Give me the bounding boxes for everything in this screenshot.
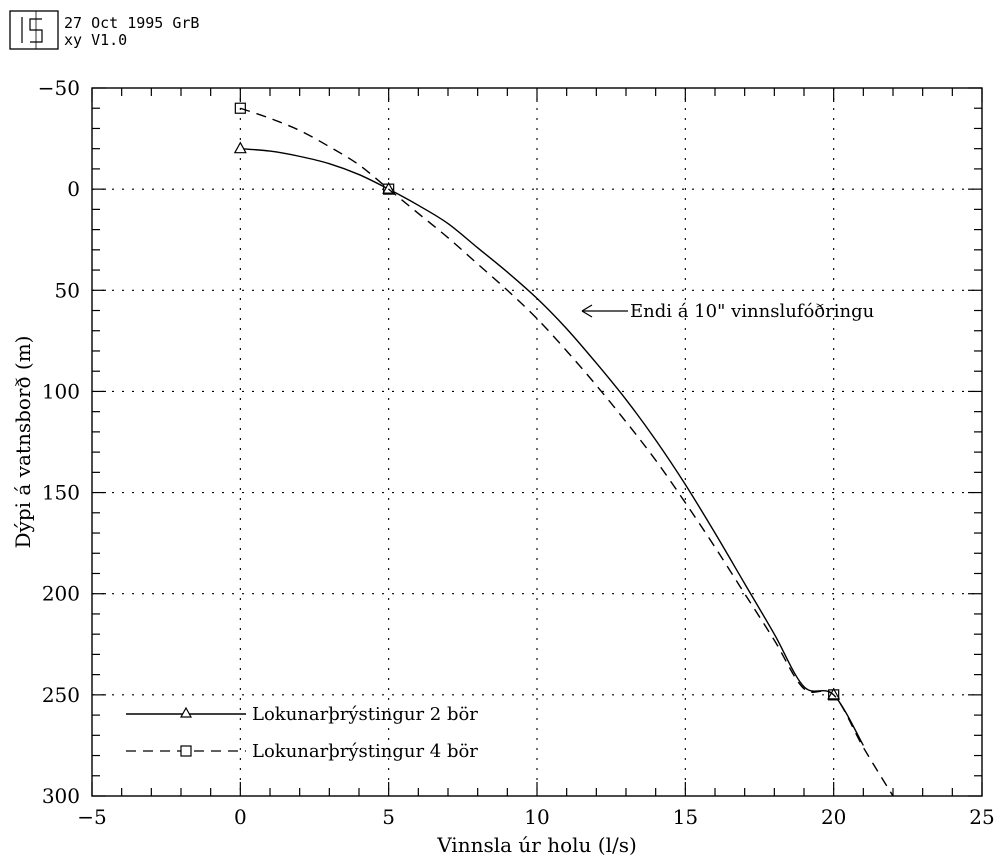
y-tick-label: −50 <box>38 76 80 100</box>
legend-label-series-1: Lokunarþrýstingur 2 bör <box>252 704 478 725</box>
x-tick-label: 20 <box>821 805 846 829</box>
y-tick-label: 0 <box>67 177 80 201</box>
legend-square-icon <box>180 745 192 757</box>
y-tick-label: 300 <box>42 784 80 808</box>
plotter-logo <box>9 10 59 50</box>
y-tick-label: 150 <box>42 481 80 505</box>
x-tick-label: 10 <box>524 805 549 829</box>
x-tick-label: 15 <box>673 805 698 829</box>
y-tick-label: 200 <box>42 582 80 606</box>
plot-frame <box>91 87 983 797</box>
x-axis-title: Vinnsla úr holu (l/s) <box>436 833 637 857</box>
y-tick-label: 50 <box>55 278 80 302</box>
x-tick-label: 25 <box>969 805 994 829</box>
series-1 <box>233 141 864 746</box>
x-tick-label: −5 <box>77 805 106 829</box>
data-point-square <box>383 183 395 195</box>
y-tick-label: 250 <box>42 683 80 707</box>
header-date: 27 Oct 1995 GrB <box>64 14 199 32</box>
annotation: Endi á 10" vinnslufóðringu <box>581 301 874 322</box>
series-group <box>233 102 894 797</box>
y-axis-title: Dýpi á vatnsborð (m) <box>11 336 35 549</box>
data-point-triangle <box>233 141 247 154</box>
grid <box>92 88 982 796</box>
arrow-left-icon <box>581 304 593 318</box>
series-2 <box>234 102 894 797</box>
data-point-square <box>234 102 246 114</box>
x-tick-label: 5 <box>382 805 395 829</box>
series-line <box>240 147 864 746</box>
legend: Lokunarþrýstingur 2 bör Lokunarþrýstingu… <box>126 704 478 762</box>
data-point-square <box>828 689 840 701</box>
annotation-label: Endi á 10" vinnslufóðringu <box>630 301 874 322</box>
header-version: xy V1.0 <box>64 31 127 49</box>
legend-triangle-icon <box>179 706 193 718</box>
y-tick-label: 100 <box>42 379 80 403</box>
series-line <box>240 107 894 797</box>
x-tick-label: 0 <box>234 805 247 829</box>
data-point-triangle <box>827 687 841 700</box>
legend-label-series-2: Lokunarþrýstingur 4 bör <box>252 741 478 762</box>
